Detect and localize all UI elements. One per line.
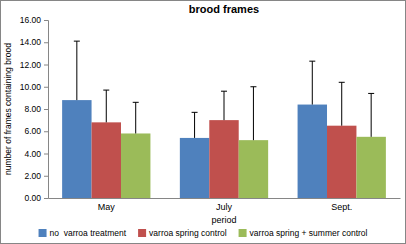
y-tick-label: 4.00 xyxy=(24,149,41,159)
error-stem xyxy=(76,41,77,100)
y-tick-label: 6.00 xyxy=(24,126,41,136)
error-bar xyxy=(368,93,374,136)
bar xyxy=(92,122,121,198)
legend-swatch xyxy=(239,229,247,237)
y-tick-label: 0.00 xyxy=(24,193,41,203)
y-tick-label: 16.00 xyxy=(20,15,42,25)
legend-swatch xyxy=(39,229,47,237)
error-bar xyxy=(309,61,315,104)
bar xyxy=(180,138,209,198)
error-bar xyxy=(133,102,139,133)
bar xyxy=(209,120,238,198)
x-tick-label: Sept. xyxy=(331,202,352,212)
error-bar xyxy=(192,112,198,138)
y-tick: 6.00 xyxy=(24,126,48,136)
x-axis: May July Sept. xyxy=(49,198,401,212)
x-tick: May xyxy=(98,198,116,212)
error-bar xyxy=(74,41,80,100)
legend: no varroa treatment varroa spring control… xyxy=(39,228,368,238)
y-tick: 2.00 xyxy=(24,171,48,181)
error-bar xyxy=(339,82,345,125)
legend-item: varroa spring + summer control xyxy=(239,228,368,238)
y-tick-mark xyxy=(44,42,48,43)
error-cap xyxy=(74,41,80,42)
chart-frame xyxy=(1,1,406,244)
error-cap xyxy=(368,93,374,94)
error-stem xyxy=(341,82,342,125)
chart: 0.00 2.00 4.00 6.00 8.00 10.00 12.00 14.00 16.00… xyxy=(0,0,406,244)
error-cap xyxy=(250,86,256,87)
y-tick-mark xyxy=(44,65,48,66)
y-tick: 14.00 xyxy=(20,37,48,47)
x-tick: Sept. xyxy=(331,198,352,212)
error-cap xyxy=(221,91,227,92)
y-tick: 0.00 xyxy=(24,193,48,203)
y-axis-title: number of frames containing brood xyxy=(3,43,13,175)
y-tick-mark xyxy=(44,109,48,110)
y-tick-label: 2.00 xyxy=(24,171,41,181)
y-tick-mark xyxy=(44,154,48,155)
y-tick: 8.00 xyxy=(24,104,48,114)
x-tick-label: May xyxy=(98,202,116,212)
error-cap xyxy=(133,102,139,103)
series xyxy=(121,87,386,198)
legend-swatch xyxy=(138,229,146,237)
x-tick-label: July xyxy=(216,202,233,212)
error-stem xyxy=(253,87,254,140)
series xyxy=(62,41,327,198)
chart-title: brood frames xyxy=(189,3,259,15)
y-tick: 16.00 xyxy=(20,15,48,25)
error-cap xyxy=(309,61,315,62)
legend-item: no varroa treatment xyxy=(39,228,127,238)
legend-label: no varroa treatment xyxy=(50,228,127,238)
error-stem xyxy=(312,61,313,104)
error-stem xyxy=(224,91,225,120)
bar xyxy=(239,140,268,198)
legend-label: varroa spring + summer control xyxy=(250,228,368,238)
y-tick: 10.00 xyxy=(20,82,48,92)
y-axis-line xyxy=(44,21,49,199)
y-tick-mark xyxy=(44,198,48,199)
error-cap xyxy=(192,112,198,113)
y-tick-mark xyxy=(44,176,48,177)
error-bar xyxy=(250,87,256,140)
y-tick: 12.00 xyxy=(20,60,48,70)
y-tick-label: 12.00 xyxy=(20,60,42,70)
y-tick-label: 10.00 xyxy=(20,82,42,92)
y-tick-label: 8.00 xyxy=(24,104,41,114)
legend-item: varroa spring control xyxy=(138,228,227,238)
error-stem xyxy=(135,102,136,133)
y-tick-mark xyxy=(44,20,48,21)
bar xyxy=(327,126,356,198)
bars xyxy=(62,41,386,198)
y-tick: 4.00 xyxy=(24,149,48,159)
error-stem xyxy=(371,93,372,136)
y-tick-mark xyxy=(44,87,48,88)
x-axis-title: period xyxy=(211,215,236,225)
bar xyxy=(62,100,91,198)
plot: 0.00 2.00 4.00 6.00 8.00 10.00 12.00 14.00 16.00… xyxy=(20,15,401,212)
error-bar xyxy=(103,90,109,122)
error-stem xyxy=(194,112,195,138)
error-cap xyxy=(103,90,109,91)
series xyxy=(92,82,357,198)
x-axis-line xyxy=(49,198,401,199)
legend-label: varroa spring control xyxy=(149,228,227,238)
y-tick-label: 14.00 xyxy=(20,37,42,47)
error-cap xyxy=(339,82,345,83)
x-tick: July xyxy=(216,198,233,212)
bar xyxy=(298,105,327,198)
error-stem xyxy=(106,90,107,122)
bar xyxy=(121,133,150,198)
y-axis: 0.00 2.00 4.00 6.00 8.00 10.00 12.00 14.00 16.00 xyxy=(20,15,49,203)
bar xyxy=(356,137,385,198)
error-bar xyxy=(221,91,227,120)
y-tick-mark xyxy=(44,131,48,132)
